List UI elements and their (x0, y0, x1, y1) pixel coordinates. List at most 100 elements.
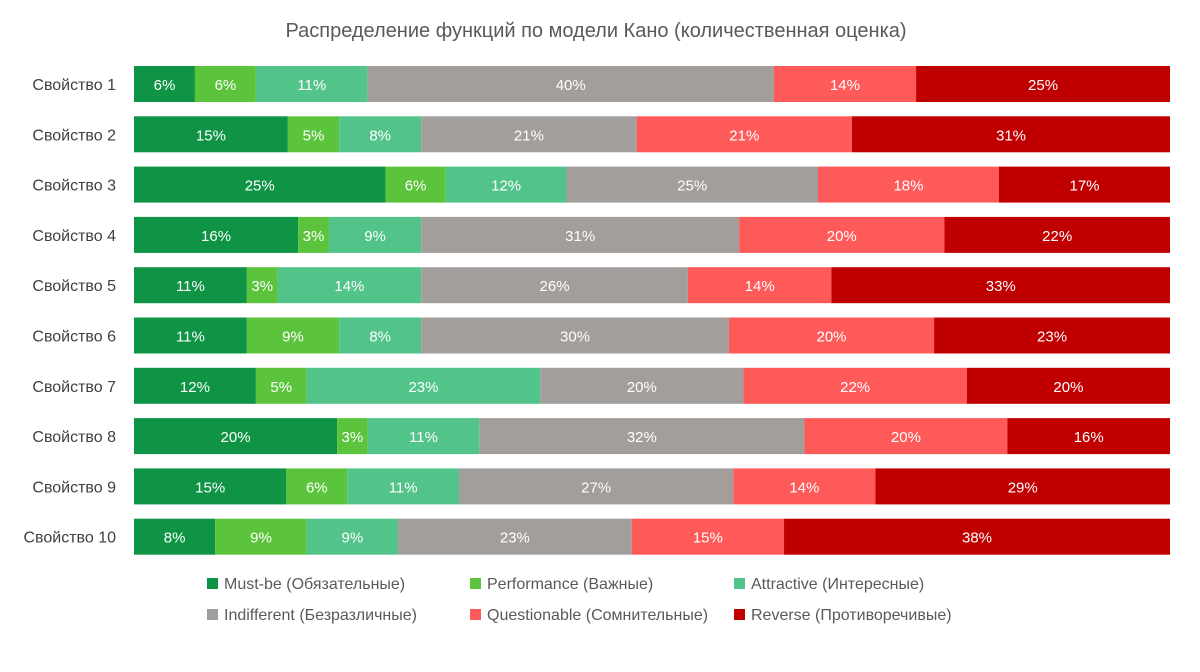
bar-segment (134, 267, 247, 304)
legend: Must-be (Обязательные) Performance (Важны… (207, 576, 952, 624)
category-label: Свойство 2 (32, 127, 116, 144)
data-label: 6% (306, 479, 328, 496)
bar-segment (277, 267, 422, 304)
data-label: 30% (560, 329, 590, 346)
data-label: 25% (1028, 77, 1058, 94)
bar-segment (631, 518, 785, 555)
data-label: 40% (556, 77, 586, 94)
bar-segment (287, 116, 340, 153)
data-label: 12% (180, 379, 210, 396)
data-label: 22% (840, 379, 870, 396)
data-label: 5% (270, 379, 292, 396)
data-label: 6% (215, 77, 237, 94)
bar-segment (687, 267, 832, 304)
data-label: 9% (364, 228, 386, 245)
bar-segment (367, 66, 774, 102)
bar-segment (246, 267, 278, 304)
bar-segment (215, 518, 307, 555)
bar-segment (445, 166, 567, 203)
bar-segment (934, 317, 1170, 354)
data-label: 29% (1008, 479, 1038, 496)
data-label: 20% (221, 429, 251, 446)
data-label: 8% (164, 530, 186, 547)
data-label: 15% (195, 479, 225, 496)
data-label: 11% (389, 479, 418, 496)
data-label: 9% (282, 329, 304, 346)
bar-segment (134, 468, 287, 505)
legend-label: Indifferent (Безразличные) (224, 607, 417, 624)
legend-swatch (207, 578, 218, 589)
bar-segment (944, 216, 1170, 253)
bar-segment (134, 418, 338, 455)
bar-segment (385, 166, 446, 203)
data-label: 17% (1069, 178, 1099, 195)
bar-segment (134, 518, 216, 555)
legend-label: Reverse (Противоречивые) (751, 607, 952, 624)
data-label: 9% (250, 530, 272, 547)
category-label: Свойство 1 (32, 77, 116, 94)
data-label: 21% (514, 127, 544, 144)
data-label: 23% (408, 379, 438, 396)
bar-segment (367, 418, 480, 455)
legend-swatch (207, 609, 218, 620)
data-label: 20% (827, 228, 857, 245)
data-label: 6% (405, 178, 427, 195)
bar-segment (817, 166, 1000, 203)
bar-segment (1007, 418, 1170, 455)
bar-segment (728, 317, 935, 354)
bar-segment (999, 166, 1170, 203)
bar-segment (636, 116, 853, 153)
data-label: 25% (677, 178, 707, 195)
bar-segment (134, 216, 299, 253)
bar-segment (134, 317, 247, 354)
data-label: 16% (201, 228, 231, 245)
data-label: 32% (627, 429, 657, 446)
bar-segment (875, 468, 1170, 505)
data-label: 15% (693, 530, 723, 547)
data-label: 11% (176, 278, 205, 295)
bar-segment (134, 66, 195, 102)
bar-segment (306, 367, 541, 404)
bar-segment (298, 216, 329, 253)
data-label: 11% (176, 329, 205, 346)
bar-segment (339, 317, 422, 354)
category-label: Свойство 10 (24, 530, 117, 547)
legend-swatch (470, 578, 481, 589)
data-label: 15% (196, 127, 226, 144)
data-label: 12% (491, 178, 521, 195)
category-label: Свойство 7 (32, 379, 116, 396)
data-label: 5% (303, 127, 325, 144)
bar-segment (852, 116, 1170, 153)
bar-segment (540, 367, 744, 404)
data-label: 20% (891, 429, 921, 446)
category-label: Свойство 4 (32, 228, 116, 245)
bar-segment (339, 116, 422, 153)
bar-segment (194, 66, 256, 102)
data-label: 14% (334, 278, 364, 295)
legend-swatch (734, 578, 745, 589)
data-label: 11% (297, 77, 326, 94)
data-label: 27% (581, 479, 611, 496)
data-label: 16% (1074, 429, 1104, 446)
bar-segment (246, 317, 340, 354)
legend-label: Performance (Важные) (487, 576, 653, 593)
data-label: 26% (540, 278, 570, 295)
bar-segment (255, 367, 307, 404)
data-label: 33% (986, 278, 1016, 295)
data-label: 23% (1037, 329, 1067, 346)
data-label: 25% (245, 178, 275, 195)
category-label: Свойство 8 (32, 429, 116, 446)
data-label: 6% (154, 77, 176, 94)
data-label: 3% (251, 278, 273, 295)
data-label: 14% (830, 77, 860, 94)
data-label: 14% (789, 479, 819, 496)
bar-segment (421, 216, 740, 253)
bar-segment (916, 66, 1170, 102)
bar-segment (134, 367, 256, 404)
bar-segment (966, 367, 1170, 404)
bar-segment (134, 116, 288, 153)
category-label: Свойство 9 (32, 479, 116, 496)
legend-label: Questionable (Сомнительные) (487, 607, 708, 624)
data-label: 20% (1053, 379, 1083, 396)
